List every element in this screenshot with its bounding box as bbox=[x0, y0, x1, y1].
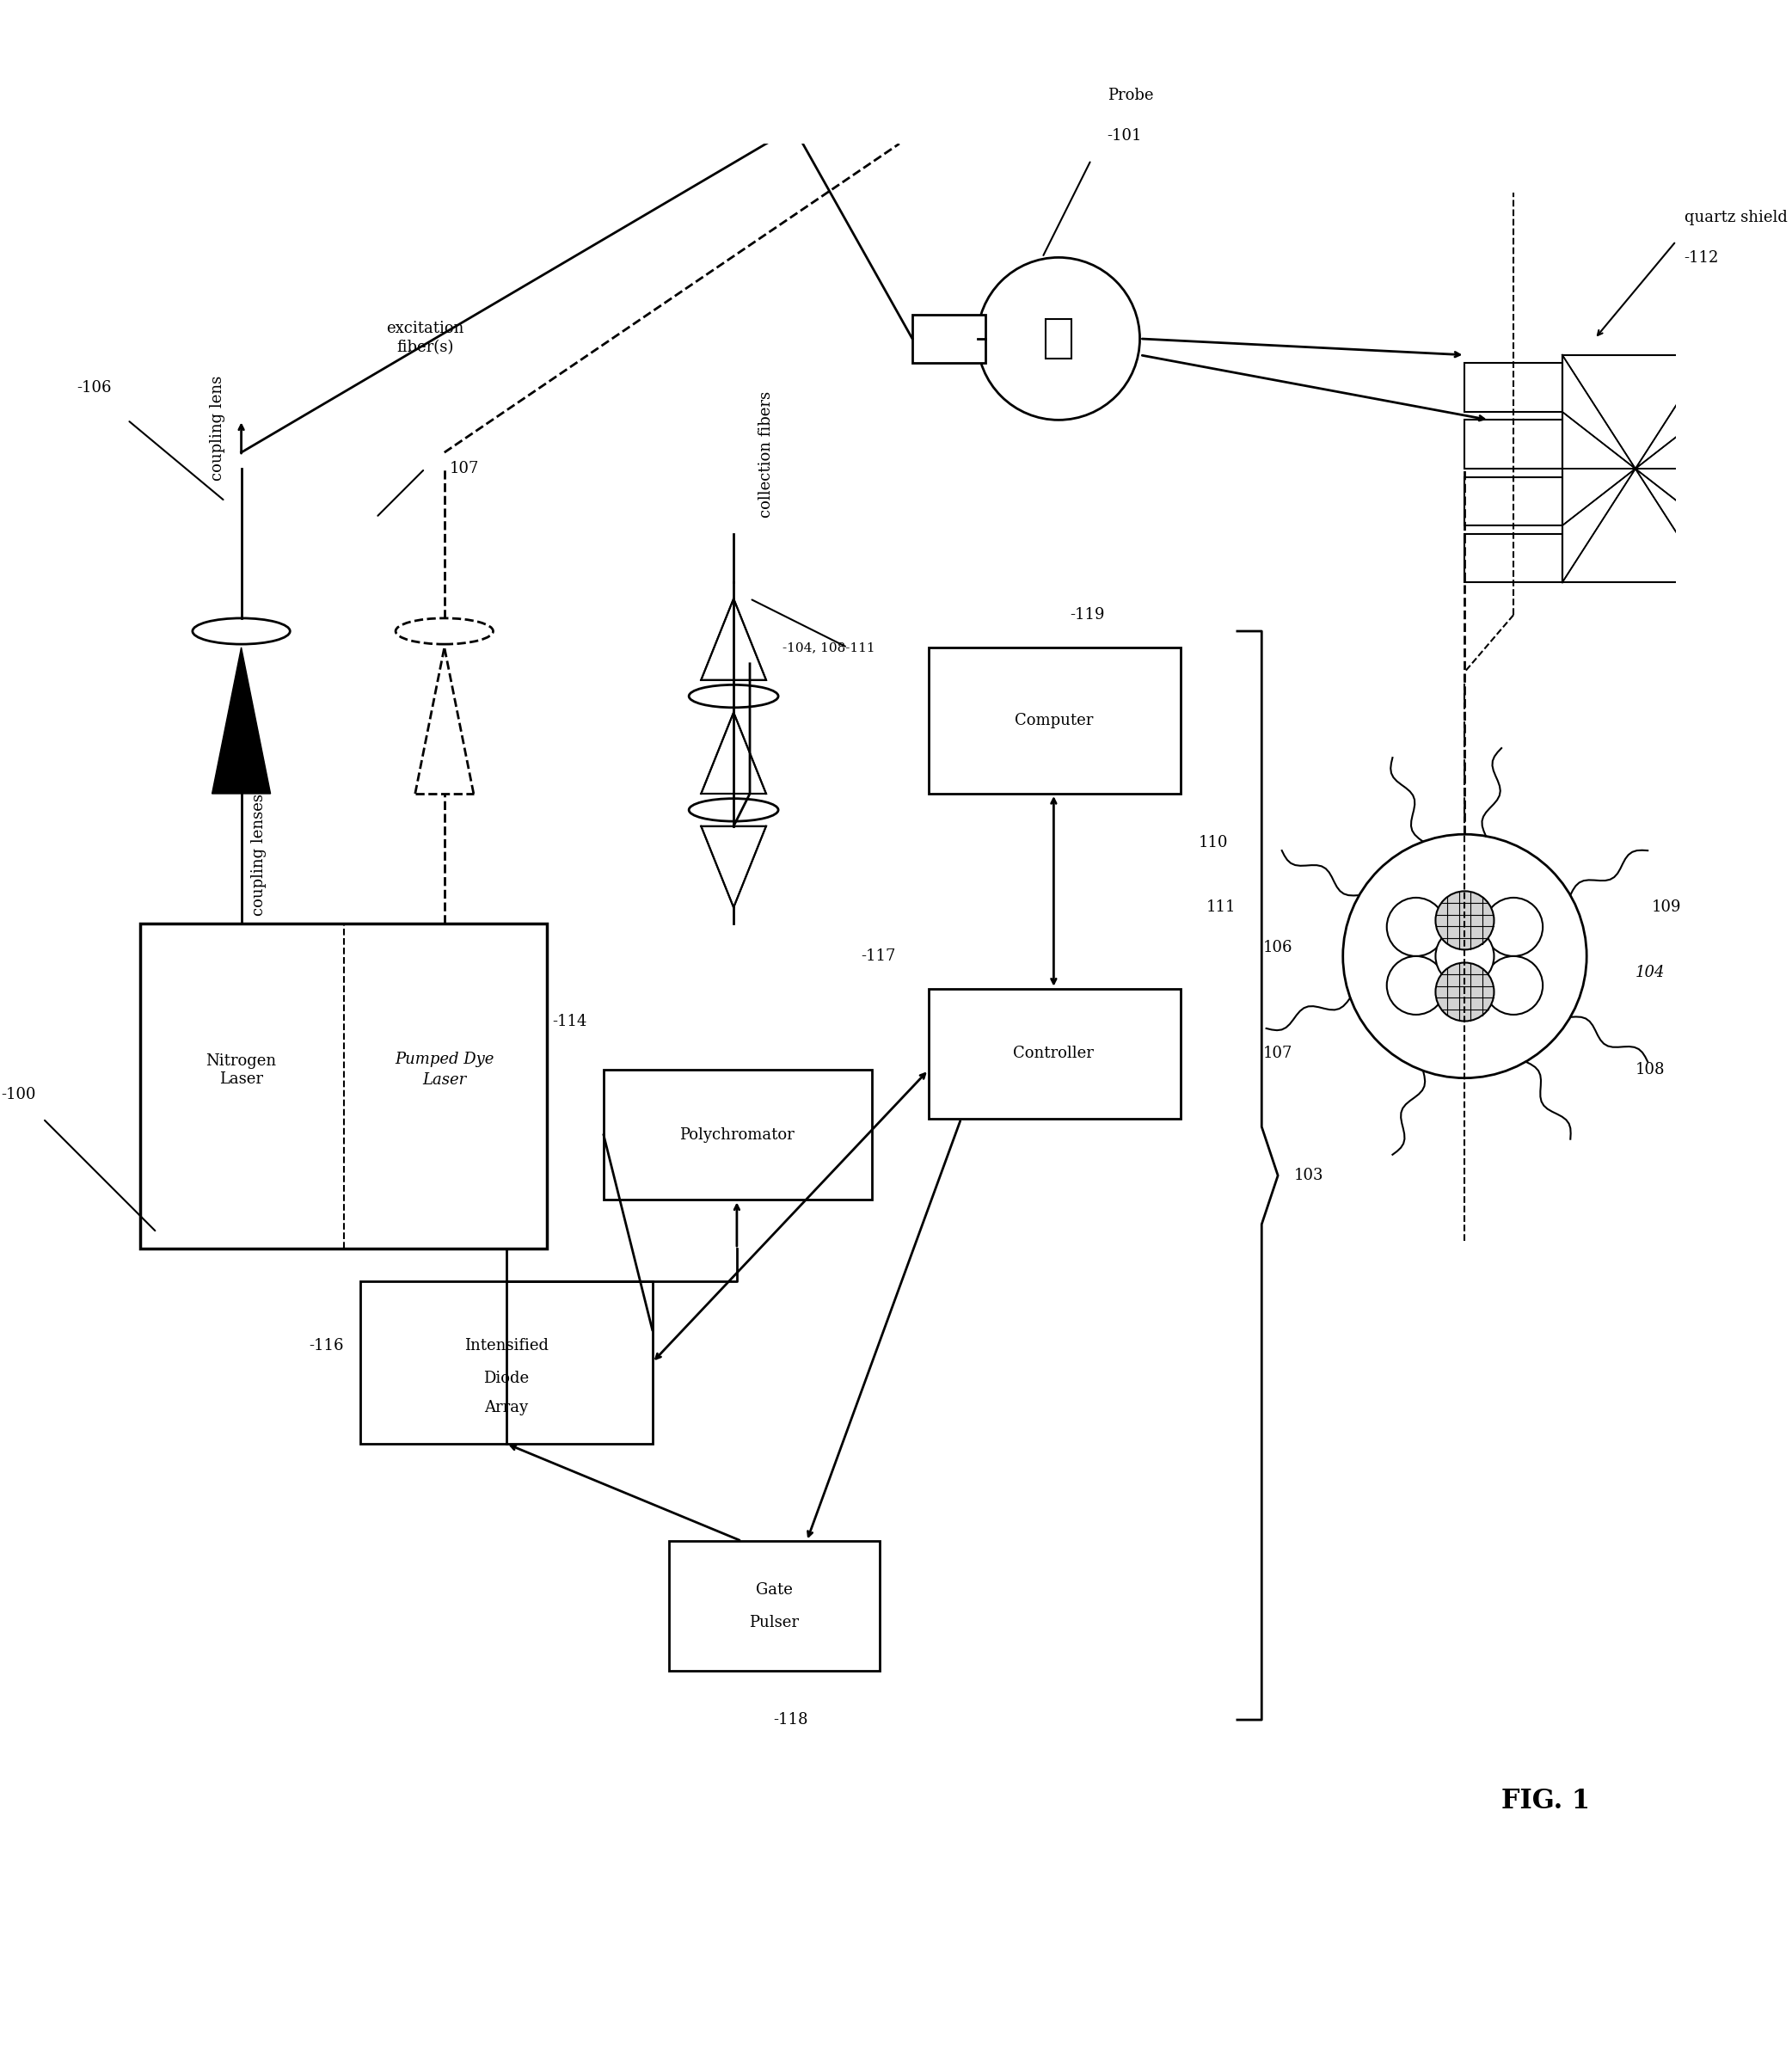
Circle shape bbox=[1342, 834, 1586, 1078]
Text: coupling lens: coupling lens bbox=[210, 375, 226, 480]
Circle shape bbox=[1435, 892, 1495, 949]
Text: 111: 111 bbox=[1206, 900, 1236, 914]
Circle shape bbox=[977, 258, 1140, 420]
Text: -116: -116 bbox=[308, 1339, 344, 1353]
Bar bbox=[1464, 420, 1563, 469]
Text: 110: 110 bbox=[1199, 834, 1228, 851]
Text: Gate: Gate bbox=[756, 1583, 792, 1597]
Text: -118: -118 bbox=[772, 1712, 808, 1728]
Text: -117: -117 bbox=[862, 949, 896, 964]
Ellipse shape bbox=[192, 619, 290, 644]
Ellipse shape bbox=[396, 619, 493, 644]
Text: -101: -101 bbox=[1107, 129, 1142, 144]
Text: coupling lenses: coupling lenses bbox=[251, 793, 267, 916]
Polygon shape bbox=[701, 826, 767, 908]
Polygon shape bbox=[701, 713, 767, 793]
Bar bbox=[928, 988, 1181, 1119]
Text: Pulser: Pulser bbox=[749, 1615, 799, 1630]
Text: 107: 107 bbox=[450, 461, 478, 476]
Bar bbox=[1464, 363, 1563, 412]
Text: -119: -119 bbox=[1070, 607, 1104, 623]
Text: FIG. 1: FIG. 1 bbox=[1502, 1788, 1590, 1814]
Text: -100: -100 bbox=[2, 1086, 36, 1103]
Bar bbox=[1464, 478, 1563, 525]
Text: -106: -106 bbox=[77, 379, 111, 396]
Text: excitation
fiber(s): excitation fiber(s) bbox=[385, 320, 464, 355]
Text: Intensified: Intensified bbox=[464, 1339, 548, 1353]
Bar bbox=[1464, 533, 1563, 582]
Text: 104: 104 bbox=[1636, 966, 1665, 980]
Text: 109: 109 bbox=[1652, 900, 1681, 914]
Circle shape bbox=[1387, 955, 1446, 1015]
Text: Polychromator: Polychromator bbox=[679, 1128, 794, 1142]
Text: Controller: Controller bbox=[1012, 1046, 1095, 1062]
Text: Computer: Computer bbox=[1014, 713, 1093, 728]
Text: Diode: Diode bbox=[484, 1371, 529, 1386]
Text: Array: Array bbox=[484, 1400, 529, 1417]
Text: 106: 106 bbox=[1263, 941, 1292, 955]
Bar bbox=[140, 925, 547, 1248]
Text: -104, 108-111: -104, 108-111 bbox=[783, 642, 874, 654]
Circle shape bbox=[1435, 964, 1495, 1021]
Text: quartz shield: quartz shield bbox=[1684, 209, 1787, 226]
Polygon shape bbox=[211, 648, 271, 793]
Bar bbox=[1045, 320, 1072, 359]
Text: 103: 103 bbox=[1294, 1168, 1324, 1183]
Circle shape bbox=[1387, 898, 1446, 955]
Bar bbox=[1563, 355, 1708, 582]
Text: 108: 108 bbox=[1636, 1062, 1665, 1078]
Bar bbox=[912, 314, 986, 363]
Bar bbox=[928, 648, 1181, 793]
Circle shape bbox=[1484, 898, 1543, 955]
Circle shape bbox=[1435, 927, 1495, 986]
Ellipse shape bbox=[688, 800, 778, 822]
Bar bbox=[604, 1070, 871, 1199]
Text: Pumped Dye
Laser: Pumped Dye Laser bbox=[394, 1052, 495, 1089]
Polygon shape bbox=[701, 599, 767, 681]
Text: Nitrogen
Laser: Nitrogen Laser bbox=[206, 1054, 276, 1086]
Text: -112: -112 bbox=[1684, 250, 1719, 266]
Text: -113: -113 bbox=[224, 754, 260, 769]
Text: 107: 107 bbox=[1263, 1046, 1292, 1062]
Text: collection fibers: collection fibers bbox=[758, 392, 774, 517]
Bar bbox=[360, 1281, 652, 1443]
Circle shape bbox=[1484, 955, 1543, 1015]
Ellipse shape bbox=[688, 685, 778, 707]
Text: Probe: Probe bbox=[1107, 88, 1154, 102]
Text: -114: -114 bbox=[552, 1013, 588, 1029]
Bar bbox=[668, 1542, 880, 1671]
